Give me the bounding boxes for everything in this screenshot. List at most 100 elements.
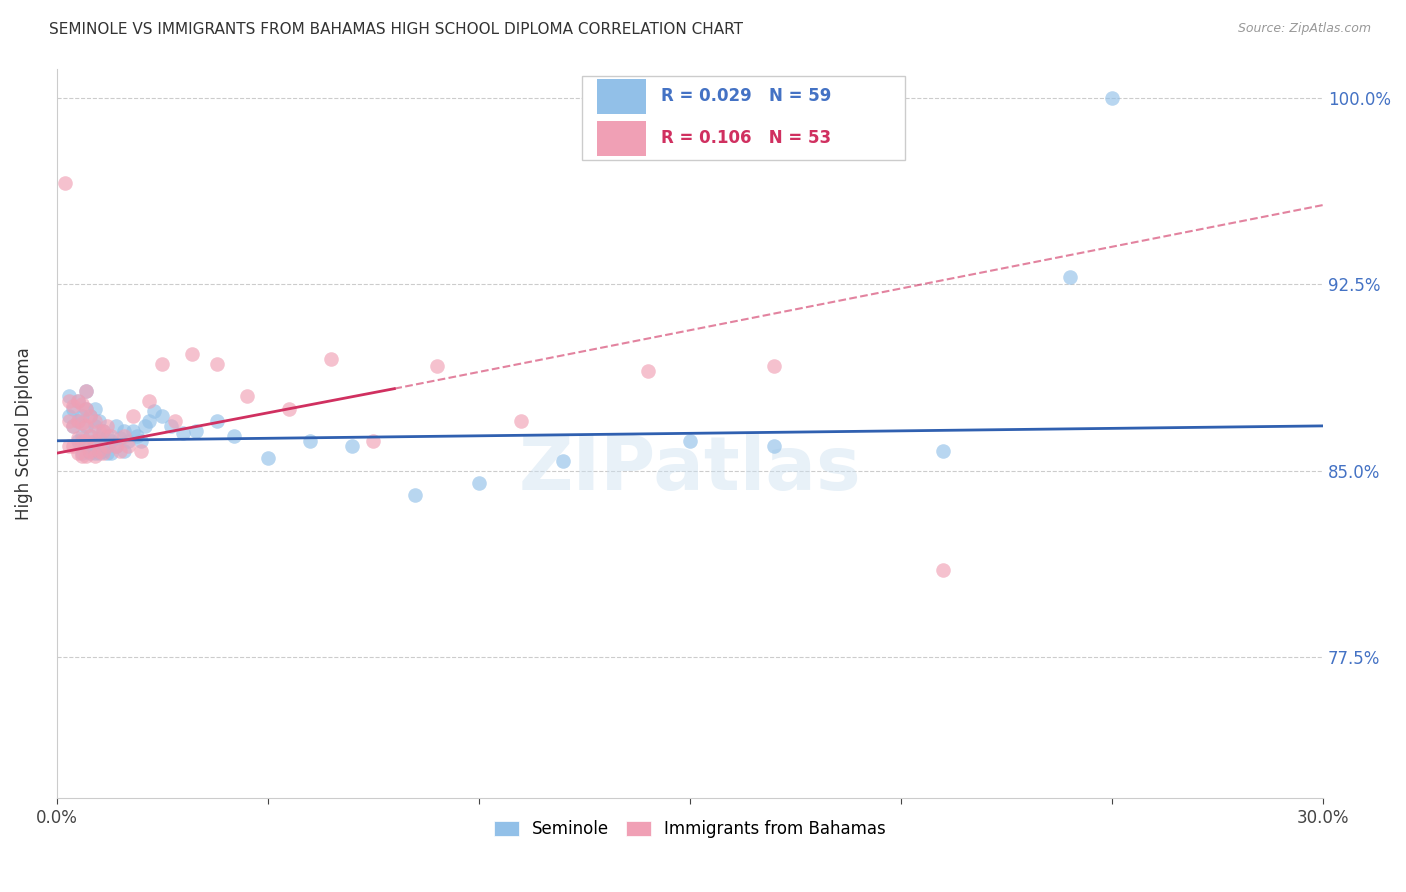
Point	[91, 424, 114, 438]
Point	[87, 414, 110, 428]
Point	[62, 418, 84, 433]
Point	[104, 418, 127, 433]
Point	[637, 364, 659, 378]
Point	[100, 446, 122, 460]
Point	[70, 396, 93, 410]
Point	[150, 357, 173, 371]
Point	[62, 399, 84, 413]
Point	[1101, 91, 1123, 105]
Point	[235, 389, 257, 403]
Point	[66, 431, 89, 445]
Point	[87, 424, 110, 438]
Point	[932, 443, 955, 458]
Point	[117, 439, 139, 453]
Point	[75, 418, 97, 433]
Point	[70, 417, 93, 431]
Point	[66, 394, 89, 409]
Point	[75, 439, 97, 453]
Point	[205, 414, 228, 428]
Point	[763, 439, 786, 453]
Point	[125, 429, 148, 443]
Point	[79, 409, 101, 423]
Point	[468, 475, 491, 490]
Point	[256, 451, 278, 466]
Point	[58, 409, 80, 423]
Point	[134, 418, 156, 433]
Point	[66, 434, 89, 448]
Point	[91, 424, 114, 438]
Point	[66, 446, 89, 460]
Point	[79, 429, 101, 443]
Text: R = 0.029   N = 59: R = 0.029 N = 59	[661, 87, 831, 104]
Text: Source: ZipAtlas.com: Source: ZipAtlas.com	[1237, 22, 1371, 36]
Point	[104, 439, 127, 453]
Point	[83, 418, 105, 433]
Point	[361, 434, 384, 448]
Text: SEMINOLE VS IMMIGRANTS FROM BAHAMAS HIGH SCHOOL DIPLOMA CORRELATION CHART: SEMINOLE VS IMMIGRANTS FROM BAHAMAS HIGH…	[49, 22, 744, 37]
Point	[108, 443, 131, 458]
Point	[91, 443, 114, 458]
Point	[112, 443, 135, 458]
Point	[104, 439, 127, 453]
Point	[298, 434, 321, 448]
Point	[172, 426, 194, 441]
Point	[75, 418, 97, 433]
Point	[70, 434, 93, 448]
Point	[58, 389, 80, 403]
Point	[75, 434, 97, 448]
Point	[150, 409, 173, 423]
Point	[70, 446, 93, 460]
Point	[679, 434, 702, 448]
Point	[138, 394, 160, 409]
Point	[83, 446, 105, 460]
FancyBboxPatch shape	[598, 120, 645, 156]
Point	[129, 443, 152, 458]
Point	[70, 409, 93, 423]
Point	[75, 384, 97, 398]
Point	[79, 409, 101, 423]
Point	[53, 176, 76, 190]
Text: R = 0.106   N = 53: R = 0.106 N = 53	[661, 128, 831, 146]
Point	[96, 429, 118, 443]
Point	[62, 401, 84, 416]
Point	[340, 439, 363, 453]
Point	[117, 434, 139, 448]
Point	[404, 488, 426, 502]
Point	[96, 418, 118, 433]
Point	[121, 424, 143, 438]
Point	[108, 431, 131, 445]
Point	[100, 429, 122, 443]
Point	[62, 418, 84, 433]
Point	[79, 429, 101, 443]
Point	[83, 401, 105, 416]
Point	[763, 359, 786, 374]
Point	[510, 414, 533, 428]
Point	[75, 401, 97, 416]
Point	[163, 414, 186, 428]
Point	[180, 347, 202, 361]
Point	[87, 446, 110, 460]
Point	[91, 446, 114, 460]
Point	[277, 401, 299, 416]
Point	[87, 431, 110, 445]
Point	[100, 434, 122, 448]
Point	[79, 443, 101, 458]
Point	[66, 414, 89, 428]
Point	[79, 446, 101, 460]
Point	[66, 394, 89, 409]
Point	[83, 414, 105, 428]
Point	[138, 414, 160, 428]
Point	[159, 418, 181, 433]
FancyBboxPatch shape	[582, 76, 905, 160]
Point	[75, 401, 97, 416]
Point	[205, 357, 228, 371]
Point	[58, 394, 80, 409]
Point	[319, 351, 342, 366]
Point	[58, 439, 80, 453]
Point	[87, 443, 110, 458]
Point	[70, 429, 93, 443]
FancyBboxPatch shape	[598, 78, 645, 114]
Point	[62, 439, 84, 453]
Point	[66, 414, 89, 428]
Point	[83, 434, 105, 448]
